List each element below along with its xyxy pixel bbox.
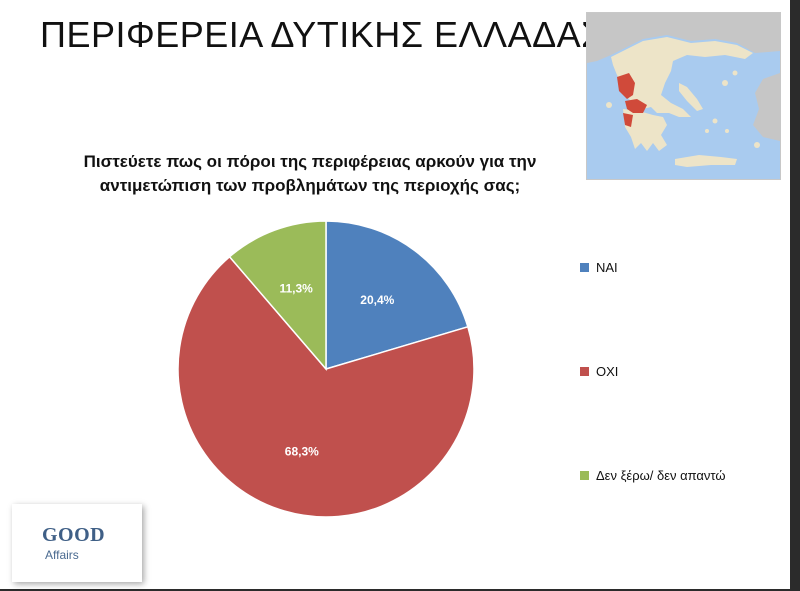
map-evia — [679, 83, 703, 111]
legend-swatch-3 — [580, 471, 589, 480]
good-affairs-logo: GOOD Affairs — [12, 504, 142, 582]
map-highlight-achaia — [625, 99, 647, 113]
pie-slice-3 — [228, 220, 327, 372]
legend-swatch-1 — [580, 263, 589, 272]
legend-item-1: ΝΑΙ — [580, 260, 618, 275]
pie-data-label-3: 11,3% — [279, 282, 313, 296]
greece-map — [586, 12, 781, 180]
map-island — [754, 142, 760, 148]
map-neighbor-countries — [587, 13, 780, 63]
map-highlight-aitoloakarnania — [617, 73, 635, 99]
map-highlight-ilia — [623, 113, 633, 127]
map-turkey — [753, 73, 780, 141]
map-island — [712, 118, 718, 124]
pie-slice-1 — [325, 220, 469, 371]
pie-slice-2 — [177, 255, 475, 518]
legend-label-3: Δεν ξέρω/ δεν απαντώ — [596, 468, 726, 483]
chart-title-line-2: αντιμετώπιση των προβλημάτων της περιοχή… — [99, 176, 521, 195]
map-island — [722, 80, 728, 86]
map-island — [732, 70, 738, 76]
map-island — [705, 129, 709, 133]
legend-item-2: ΟΧΙ — [580, 364, 618, 379]
logo-word-affairs: Affairs — [45, 548, 79, 562]
map-island — [725, 129, 729, 133]
legend-label-1: ΝΑΙ — [596, 260, 618, 275]
slide-title: ΠΕΡΙΦΕΡΕΙΑ ΔΥΤΙΚΗΣ ΕΛΛΑΔΑΣ — [40, 14, 604, 55]
map-mainland-greece — [611, 37, 753, 117]
map-peloponnese — [623, 109, 667, 151]
legend-item-3: Δεν ξέρω/ δεν απαντώ — [580, 468, 726, 483]
chart-title: Πιστεύετε πως οι πόροι της περιφέρειας α… — [40, 150, 580, 198]
pie-data-label-2: 68,3% — [285, 444, 319, 458]
legend-swatch-2 — [580, 367, 589, 376]
logo-word-good: GOOD — [42, 524, 106, 546]
legend-label-2: ΟΧΙ — [596, 364, 619, 379]
chart-title-line-1: Πιστεύετε πως οι πόροι της περιφέρειας α… — [83, 152, 537, 171]
map-crete — [675, 155, 737, 167]
pie-data-label-1: 20,4% — [360, 293, 394, 307]
map-island — [606, 102, 612, 108]
greece-map-image — [587, 13, 780, 179]
